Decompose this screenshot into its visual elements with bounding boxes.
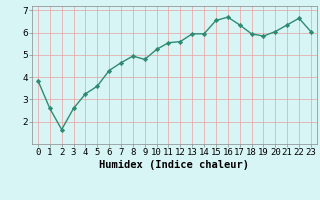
X-axis label: Humidex (Indice chaleur): Humidex (Indice chaleur) <box>100 160 249 170</box>
